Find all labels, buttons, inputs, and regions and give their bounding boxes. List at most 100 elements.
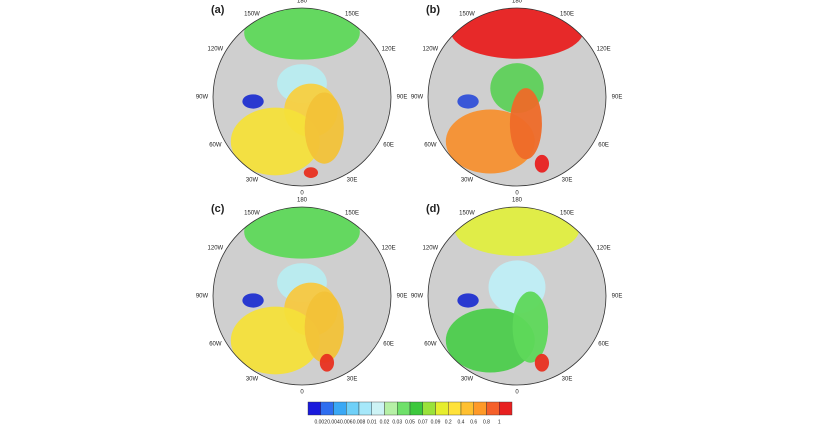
colorbar-label: 1 [498,419,501,425]
colorbar-box [422,401,436,416]
map-panel: (a) 180 150E 120E 90E 60E 30E 0 30W 60W 90W 120W 150… [196,0,408,197]
colorbar-label: 0.03 [392,419,402,425]
map-panel: (b) 180 150E 120E 90E 60E 30E 0 30W 60W 90W 120W 150… [411,0,623,197]
colorbar-box [473,401,487,416]
longitude-label: 180 [297,198,308,204]
longitude-label: 120E [382,246,396,252]
longitude-label: 30W [246,377,259,383]
colorbar-label: 0.2 [445,419,452,425]
longitude-label: 90W [411,95,424,101]
map-border [427,7,607,187]
longitude-label: 180 [512,0,523,5]
ocean-region [512,291,549,363]
panel-label: (b) [426,4,440,16]
ocean-field [230,8,360,178]
longitude-label: 120E [382,47,396,53]
colorbar-box [307,401,321,416]
longitude-label: 150W [459,210,475,216]
longitude-label: 90E [612,294,623,300]
longitude-label: 120W [423,47,439,53]
longitude-label: 120W [423,246,439,252]
longitude-label: 30E [562,377,573,383]
colorbar-box [486,401,500,416]
ocean-region [319,353,335,372]
longitude-label: 90W [196,294,209,300]
ocean-field [230,207,360,375]
ocean-region [244,207,360,259]
longitude-label: 150E [345,210,359,216]
colorbar-label: 0.6 [470,419,477,425]
longitude-label: 30W [461,377,474,383]
longitude-label: 0 [300,390,304,396]
colorbar-label: 0.01 [367,419,377,425]
longitude-label: 0 [300,191,304,197]
ocean-region [445,308,535,373]
colorbar-box [460,401,474,416]
colorbar-label: 0.07 [418,419,428,425]
colorbar-label: 0.4 [458,419,465,425]
colorbar-box [320,401,334,416]
longitude-label: 30E [347,178,358,184]
longitude-label: 0 [515,191,519,197]
ocean-region [534,154,550,173]
longitude-label: 60E [383,143,394,149]
longitude-label: 90E [612,95,623,101]
colorbar-box [346,401,360,416]
map-border [212,7,392,187]
colorbar-label: 0.8 [483,419,490,425]
longitude-label: 90W [411,294,424,300]
map-panel: (d) 180 150E 120E 90E 60E 30E 0 30W 60W 90W 120W 150… [411,198,623,396]
longitude-label: 150E [560,11,574,17]
colorbar-label: 0.002 [314,419,327,425]
longitude-label: 180 [512,198,523,204]
longitude-label: 90E [397,95,408,101]
ocean-region [457,94,479,109]
ocean-region [303,167,319,178]
ocean-region [304,92,344,164]
colorbar-label: 0.004 [327,419,340,425]
longitude-label: 60W [424,143,437,149]
ocean-region [244,8,360,60]
colorbar-label: 0.02 [380,419,390,425]
longitude-label: 150W [244,11,260,17]
longitude-label: 60W [209,342,222,348]
longitude-label: 90E [397,294,408,300]
map-panel: (c) 180 150E 120E 90E 60E 30E 0 30W 60W 90W 120W 150… [196,198,408,396]
map-border [427,206,607,386]
longitude-label: 150W [244,210,260,216]
colorbar-label: 0.008 [353,419,366,425]
map-border [212,206,392,386]
longitude-label: 120W [208,246,224,252]
panel-label: (c) [211,203,225,215]
ocean-field [445,8,584,174]
ocean-region [242,94,264,109]
longitude-label: 120W [208,47,224,53]
longitude-label: 60W [424,342,437,348]
colorbar-box [358,401,372,416]
longitude-label: 150E [345,11,359,17]
ocean-field [445,207,580,373]
longitude-label: 60W [209,143,222,149]
colorbar-label: 0.09 [431,419,441,425]
colorbar-box [435,401,449,416]
ocean-region [242,293,264,308]
longitude-label: 30W [246,178,259,184]
longitude-label: 60E [383,342,394,348]
longitude-label: 30E [562,178,573,184]
longitude-label: 180 [297,0,308,5]
longitude-label: 30E [347,377,358,383]
ocean-region [509,88,542,160]
ocean-region [454,207,580,256]
longitude-label: 150W [459,11,475,17]
longitude-label: 60E [598,143,609,149]
ocean-region [304,291,344,363]
colorbar-box [397,401,411,416]
longitude-label: 30W [461,178,474,184]
longitude-label: 150E [560,210,574,216]
ocean-region [230,107,320,176]
colorbar-box [499,401,513,416]
ocean-region [450,8,584,59]
ocean-region [230,306,320,375]
panel-label: (d) [426,203,440,215]
